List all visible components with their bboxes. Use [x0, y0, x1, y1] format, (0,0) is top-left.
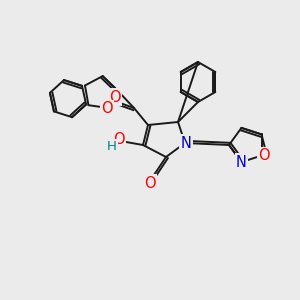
Text: H: H: [107, 140, 117, 154]
Text: N: N: [181, 136, 191, 151]
Text: O: O: [101, 101, 113, 116]
Text: O: O: [109, 89, 121, 104]
Text: O: O: [144, 176, 156, 190]
Text: O: O: [258, 148, 269, 163]
Text: O: O: [113, 133, 125, 148]
Text: N: N: [236, 154, 247, 169]
